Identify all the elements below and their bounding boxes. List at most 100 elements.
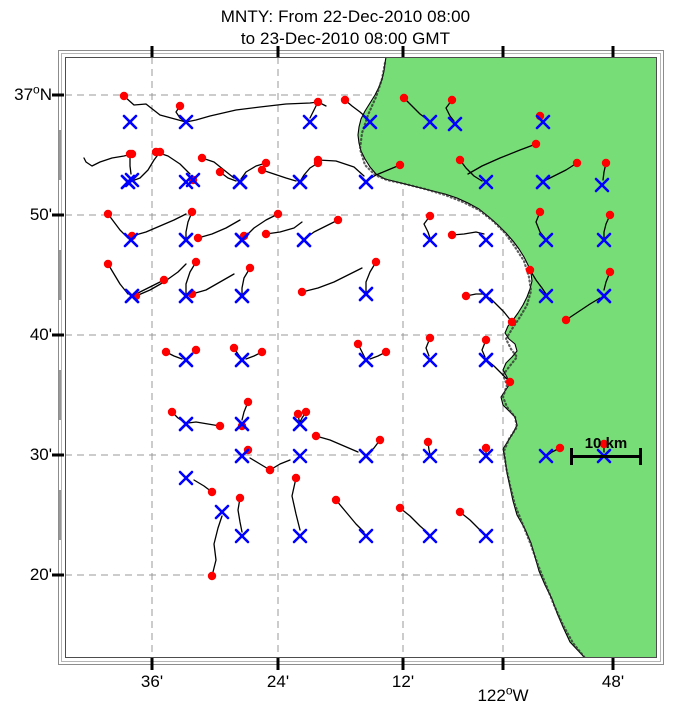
trajectory-start-marker: [167, 407, 177, 417]
trajectory-start-marker: [331, 495, 341, 505]
trajectory-end-marker: [292, 174, 308, 190]
trajectory-path: [131, 151, 161, 182]
trajectory-start-marker: [455, 507, 465, 517]
trajectory-start-marker: [265, 465, 275, 475]
scale-bar-label: 10 km: [584, 435, 628, 452]
trajectory-start-marker: [193, 233, 203, 243]
trajectory-start-marker: [561, 315, 571, 325]
trajectory-start-marker: [207, 487, 217, 497]
trajectory-end-marker: [120, 174, 136, 190]
trajectory-start-marker: [191, 345, 201, 355]
trajectory-end-marker: [478, 232, 494, 248]
trajectory-path: [301, 267, 363, 293]
trajectory-start-marker: [245, 263, 255, 273]
trajectory-start-marker: [161, 347, 171, 357]
x-axis-tick-label: 12': [391, 672, 415, 691]
trajectory-path: [123, 95, 327, 123]
trajectory-start-marker: [273, 209, 283, 219]
trajectory-start-marker: [455, 155, 465, 165]
trajectory-start-marker: [197, 153, 207, 163]
y-axis-tick-label: 37oN: [14, 82, 52, 104]
trajectory-start-marker: [311, 431, 321, 441]
trajectory-start-marker: [301, 407, 311, 417]
trajectory-start-marker: [191, 257, 201, 267]
trajectory-end-marker: [234, 448, 250, 464]
trajectory-path: [467, 143, 537, 175]
trajectory-start-marker: [159, 275, 169, 285]
trajectory-path: [240, 162, 267, 180]
trajectory-start-marker: [507, 317, 517, 327]
trajectory-start-marker: [257, 165, 267, 175]
start-marker-layer: [103, 91, 615, 581]
trajectory-start-marker: [187, 207, 197, 217]
trajectory-start-marker: [125, 149, 135, 159]
trajectory-path: [185, 261, 197, 295]
scale-bar-line: [570, 455, 642, 458]
trajectory-start-marker: [333, 215, 343, 225]
trajectory-end-marker: [596, 288, 612, 304]
trajectory-path: [237, 497, 243, 533]
trajectory-start-marker: [103, 259, 113, 269]
trajectory-start-marker: [215, 421, 225, 431]
map-plot-area[interactable]: 10 km: [65, 57, 657, 658]
trajectory-start-marker: [481, 443, 491, 453]
plot-title: MNTY: From 22-Dec-2010 08:00 to 23-Dec-2…: [0, 6, 691, 50]
y-axis-labels: 37oN 50' 40' 30' 20': [0, 0, 56, 710]
trajectory-start-marker: [399, 93, 409, 103]
trajectory-path: [241, 267, 251, 295]
x-axis-tick-label: 24': [266, 672, 290, 691]
trajectory-end-marker: [234, 288, 250, 304]
trajectory-path: [107, 263, 129, 295]
trajectory-end-marker: [478, 528, 494, 544]
scale-bar-cap-left: [570, 448, 573, 465]
trajectory-start-marker: [293, 409, 303, 419]
trajectory-end-marker: [478, 448, 494, 464]
trajectory-start-marker: [605, 267, 615, 277]
trajectory-start-marker: [381, 347, 391, 357]
trajectory-end-marker: [422, 448, 438, 464]
y-axis-tick-label: 50': [29, 205, 52, 224]
trajectory-end-marker: [124, 288, 140, 304]
trajectory-end-marker: [178, 114, 194, 130]
trajectory-end-marker: [358, 174, 374, 190]
trajectory-end-marker: [538, 232, 554, 248]
x-axis-tick-label: 36': [140, 672, 164, 691]
trajectory-start-marker: [535, 207, 545, 217]
trajectory-path: [445, 99, 455, 122]
trajectory-end-marker: [358, 286, 374, 302]
trajectory-start-marker: [151, 147, 161, 157]
trajectory-end-marker: [292, 528, 308, 544]
trajectory-start-marker: [447, 230, 457, 240]
trajectory-start-marker: [207, 571, 217, 581]
land-polygon: [357, 57, 657, 658]
trajectory-end-marker: [292, 416, 308, 432]
trajectory-end-marker: [478, 288, 494, 304]
trajectory-path: [291, 477, 301, 531]
trajectory-start-marker: [229, 343, 239, 353]
trajectory-start-marker: [235, 493, 245, 503]
trajectory-start-marker: [395, 503, 405, 513]
title-line-1: MNTY: From 22-Dec-2010 08:00: [220, 7, 471, 26]
trajectory-end-marker: [538, 288, 554, 304]
trajectory-path: [365, 261, 377, 293]
trajectory-start-marker: [601, 158, 611, 168]
trajectory-end-marker: [232, 174, 248, 190]
trajectory-path: [83, 153, 133, 167]
trajectory-start-marker: [261, 158, 271, 168]
trajectory-start-marker: [215, 167, 225, 177]
trajectory-start-marker: [423, 437, 433, 447]
trajectory-path: [565, 297, 601, 321]
trajectory-end-marker: [185, 172, 201, 188]
trajectory-path: [300, 162, 319, 181]
trajectory-end-marker: [292, 448, 308, 464]
trajectory-start-marker: [572, 158, 582, 168]
trajectory-end-marker: [178, 416, 194, 432]
y-axis-tick-label: 20': [29, 565, 52, 584]
trajectory-end-marker: [124, 172, 140, 188]
trajectory-path: [603, 214, 611, 239]
trajectory-start-marker: [605, 210, 615, 220]
trajectory-end-marker: [538, 448, 554, 464]
trajectory-start-marker: [395, 160, 405, 170]
trajectory-end-marker: [302, 114, 318, 130]
